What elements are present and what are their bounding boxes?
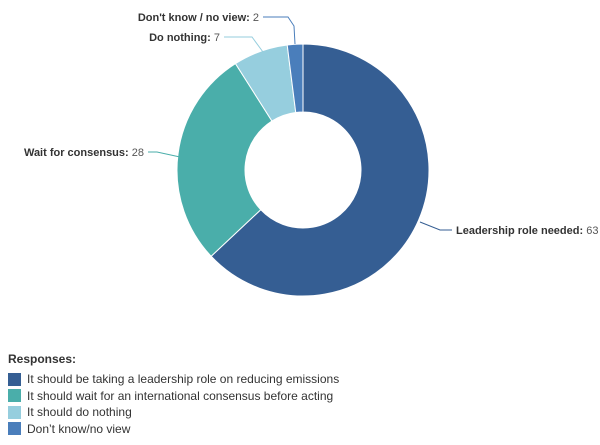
legend: Responses: It should be taking a leaders…: [8, 352, 588, 437]
data-label-value: 7: [214, 32, 220, 44]
data-label-value: 2: [253, 12, 259, 24]
connector-wait-for-consensus: [148, 151, 181, 158]
slice-wait-for-consensus: [176, 62, 273, 257]
slice-leadership-role-needed: [210, 43, 430, 297]
connector-leadership-role-needed: [419, 221, 452, 231]
legend-label: It should wait for an international cons…: [27, 388, 334, 403]
legend-swatch: [8, 372, 21, 386]
slice-don-t-know-no-view: [286, 43, 304, 114]
legend-title: Responses:: [8, 352, 77, 366]
labels-layer: Leadership role needed: 63 Wait for conse…: [24, 12, 598, 237]
data-label-value: 28: [132, 147, 144, 159]
slices-layer: [176, 43, 430, 297]
legend-item-wait-for-consensus[interactable]: It should wait for an international cons…: [8, 388, 588, 405]
legend-swatch: [8, 422, 21, 436]
data-label-name: Don't know / no view:: [138, 12, 253, 24]
connector-do-nothing: [224, 36, 264, 53]
data-label-wait-for-consensus: Wait for consensus: 28: [24, 147, 144, 159]
legend-label: It should do nothing: [27, 405, 132, 420]
connectors-layer: [148, 16, 452, 231]
data-label-name: Wait for consensus:: [24, 147, 132, 159]
legend-label: It should be taking a leadership role on…: [27, 372, 340, 387]
legend-items: It should be taking a leadership role on…: [8, 371, 588, 437]
data-label-don-t-know-no-view: Don't know / no view: 2: [138, 12, 259, 24]
data-label-leadership-role-needed: Leadership role needed: 63: [456, 225, 598, 237]
legend-item-leadership-role-needed[interactable]: It should be taking a leadership role on…: [8, 371, 588, 388]
donut-chart: Leadership role needed: 63 Wait for conse…: [24, 12, 598, 297]
legend-swatch: [8, 389, 21, 403]
data-label-name: Leadership role needed:: [456, 225, 586, 237]
legend-swatch: [8, 405, 21, 419]
data-label-value: 63: [586, 225, 598, 237]
connector-don-t-know-no-view: [263, 16, 296, 45]
data-label-do-nothing: Do nothing: 7: [149, 32, 220, 44]
legend-item-don-t-know-no-view[interactable]: Don’t know/no view: [8, 421, 588, 438]
legend-item-do-nothing[interactable]: It should do nothing: [8, 404, 588, 421]
data-label-name: Do nothing:: [149, 32, 214, 44]
legend-label: Don’t know/no view: [27, 421, 131, 436]
